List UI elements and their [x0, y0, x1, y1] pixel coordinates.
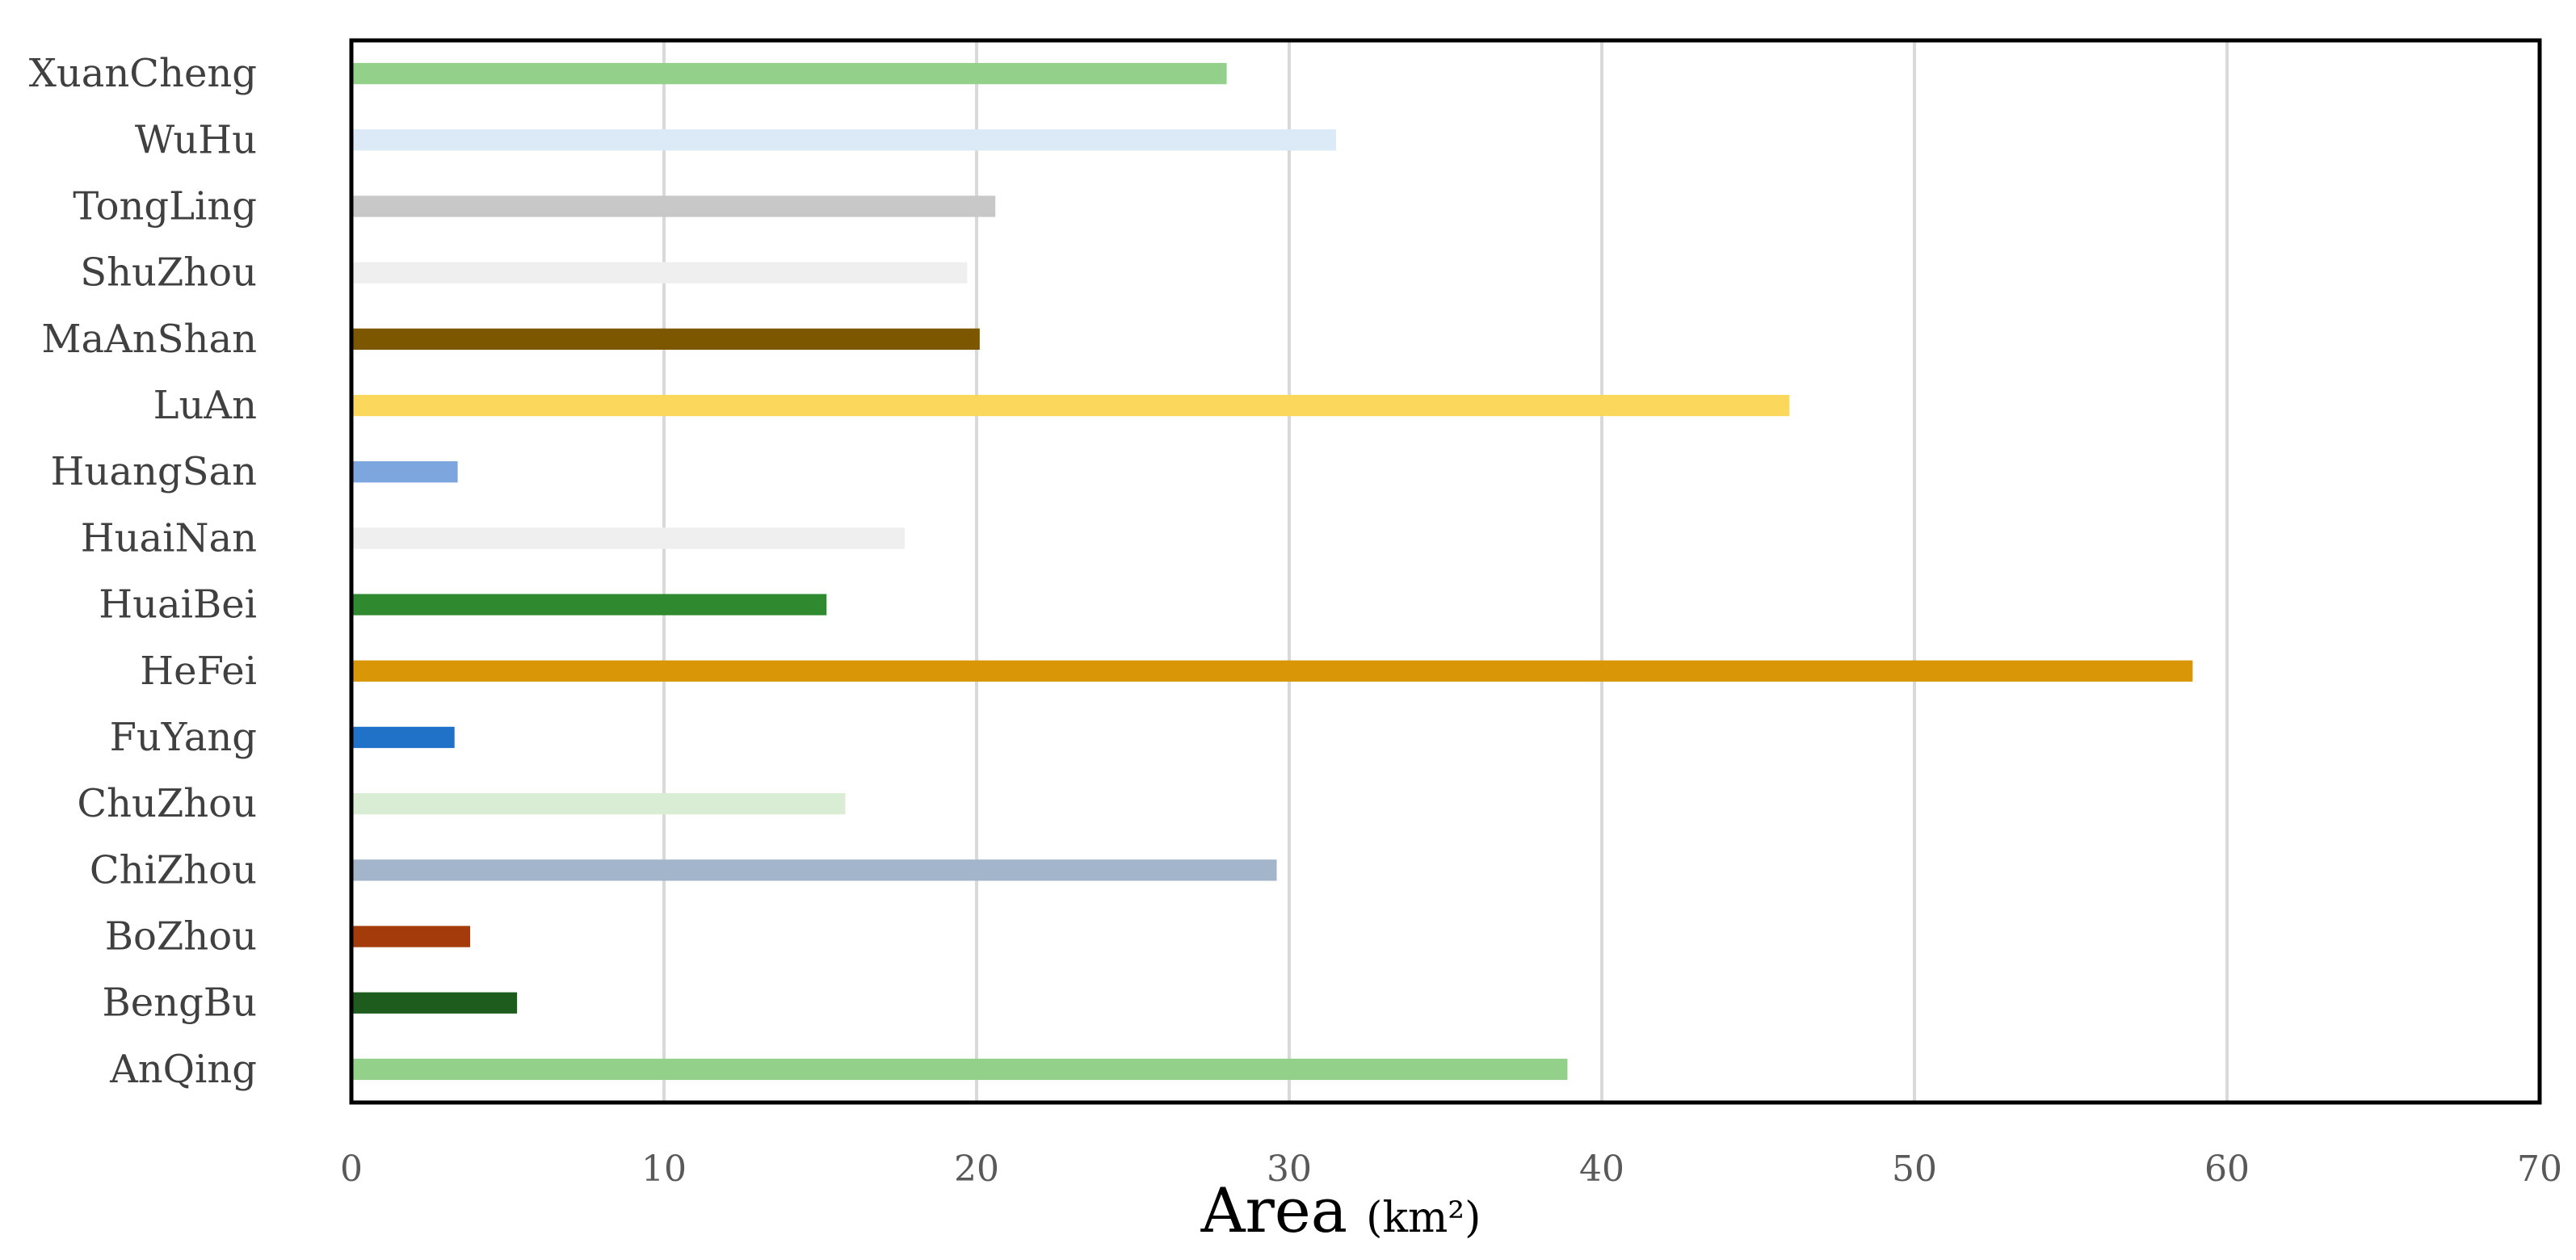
x-tick-label: 20 — [954, 1149, 999, 1190]
bar-wuhu — [351, 129, 1337, 151]
x-axis-title-text: Area — [1200, 1174, 1348, 1246]
bar-bozhou — [351, 926, 471, 947]
x-axis-title: Area (km²) — [1200, 1174, 1481, 1246]
x-tick-labels: 0 10 20 30 40 50 60 70 — [340, 1149, 2562, 1190]
plot-area — [351, 40, 2540, 1102]
bar-huangsan — [351, 461, 458, 483]
category-labels: AnQing BengBu BoZhou ChiZhou ChuZhou FuYang He… — [29, 51, 257, 1092]
category-label-maanshan: MaAnShan — [41, 317, 257, 362]
category-label-hefei: HeFei — [140, 649, 257, 694]
x-tick-label: 50 — [1892, 1149, 1937, 1190]
x-tick-label: 0 — [340, 1149, 363, 1190]
bar-chuzhou — [351, 793, 846, 815]
category-label-bengbu: BengBu — [102, 981, 257, 1026]
x-tick-label: 60 — [2204, 1149, 2250, 1190]
bar-bengbu — [351, 992, 518, 1014]
category-label-xuancheng: XuanCheng — [29, 51, 257, 96]
x-tick-label: 40 — [1579, 1149, 1624, 1190]
bar-huainan — [351, 527, 905, 549]
bar-xuancheng — [351, 62, 1227, 85]
bar-maanshan — [351, 328, 980, 350]
bar-tongling — [351, 195, 996, 217]
x-tick-label: 70 — [2517, 1149, 2562, 1190]
category-label-huainan: HuaiNan — [81, 515, 257, 561]
category-label-shuzhou: ShuZhou — [80, 250, 257, 296]
plot-border — [349, 38, 2542, 1105]
category-label-wuhu: WuHu — [135, 117, 257, 162]
bar-luan — [351, 394, 1790, 417]
category-label-chuzhou: ChuZhou — [77, 781, 257, 826]
bars — [351, 62, 2193, 1081]
category-label-fuyang: FuYang — [110, 715, 257, 760]
category-label-anqing: AnQing — [109, 1047, 257, 1092]
x-axis-unit-text: (km²) — [1366, 1194, 1481, 1242]
x-tick-label: 10 — [641, 1149, 687, 1190]
bar-chizhou — [351, 859, 1277, 881]
category-label-chizhou: ChiZhou — [90, 847, 257, 892]
bar-hefei — [351, 660, 2193, 682]
category-label-tongling: TongLing — [73, 183, 257, 229]
bar-huaibei — [351, 594, 827, 615]
bar-fuyang — [351, 726, 455, 749]
category-label-luan: LuAn — [153, 383, 257, 428]
x-tick-label: 30 — [1267, 1149, 1312, 1190]
bar-anqing — [351, 1058, 1568, 1081]
gridlines — [662, 40, 2229, 1102]
category-label-huaibei: HuaiBei — [99, 582, 257, 628]
bar-shuzhou — [351, 262, 968, 284]
category-label-bozhou: BoZhou — [105, 914, 257, 960]
category-label-huangsan: HuangSan — [51, 449, 257, 494]
